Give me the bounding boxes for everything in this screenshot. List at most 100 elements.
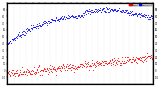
Point — [137, 13, 140, 14]
Point — [14, 36, 17, 37]
Point — [56, 68, 59, 69]
Point — [138, 17, 141, 18]
Point — [43, 68, 45, 69]
Point — [53, 20, 55, 21]
Point — [85, 65, 88, 66]
Point — [39, 25, 41, 26]
Point — [69, 68, 71, 69]
Point — [87, 11, 90, 12]
Point — [50, 19, 53, 20]
Point — [148, 55, 150, 56]
Point — [88, 13, 91, 14]
Point — [49, 21, 51, 22]
Point — [146, 18, 149, 20]
Point — [146, 56, 148, 57]
Point — [31, 24, 34, 26]
Point — [33, 26, 36, 27]
Point — [82, 65, 85, 67]
Point — [31, 73, 33, 75]
Point — [17, 35, 20, 37]
Point — [115, 10, 118, 12]
Point — [128, 59, 130, 60]
Point — [76, 65, 79, 67]
Point — [49, 68, 51, 70]
Point — [7, 42, 10, 43]
Point — [131, 56, 134, 57]
Point — [48, 20, 50, 22]
Point — [74, 67, 77, 68]
Point — [63, 67, 65, 68]
Point — [121, 62, 124, 63]
Point — [68, 64, 70, 66]
Point — [58, 67, 60, 68]
Point — [60, 18, 63, 19]
Point — [71, 14, 73, 16]
Point — [21, 33, 23, 34]
Point — [74, 17, 76, 18]
Point — [13, 38, 15, 39]
Point — [84, 60, 86, 61]
Point — [136, 15, 138, 16]
Point — [113, 58, 116, 59]
Point — [96, 64, 99, 66]
Point — [131, 13, 133, 15]
Point — [10, 69, 13, 71]
Point — [127, 59, 130, 60]
Point — [61, 66, 64, 67]
Point — [50, 71, 53, 72]
Point — [88, 65, 91, 66]
Point — [12, 39, 14, 40]
Point — [44, 22, 47, 23]
Point — [92, 10, 95, 11]
Point — [141, 15, 144, 17]
Point — [56, 19, 58, 21]
Point — [93, 63, 96, 65]
Point — [28, 72, 31, 74]
Point — [89, 65, 92, 66]
Point — [10, 38, 13, 40]
Point — [150, 54, 153, 55]
Point — [132, 61, 135, 62]
Point — [32, 67, 35, 68]
Point — [120, 57, 123, 58]
Point — [148, 57, 151, 59]
Point — [138, 13, 140, 14]
Point — [21, 33, 24, 35]
Point — [34, 26, 36, 28]
Point — [24, 32, 27, 33]
Point — [84, 9, 87, 11]
Point — [116, 10, 118, 11]
Point — [108, 7, 110, 9]
Point — [65, 66, 67, 68]
Point — [144, 58, 147, 59]
Point — [50, 68, 52, 70]
Point — [122, 11, 125, 12]
Point — [112, 61, 114, 63]
Point — [29, 73, 32, 75]
Point — [75, 17, 78, 18]
Point — [92, 69, 94, 71]
Point — [89, 64, 92, 65]
Point — [67, 17, 69, 18]
Point — [44, 70, 47, 72]
Point — [145, 14, 148, 15]
Point — [43, 67, 46, 68]
Point — [40, 25, 42, 27]
Point — [106, 63, 108, 64]
Point — [61, 15, 63, 17]
Point — [16, 38, 18, 39]
Point — [119, 12, 122, 13]
Point — [90, 62, 93, 64]
Point — [108, 63, 111, 64]
Point — [120, 9, 123, 11]
Point — [136, 58, 138, 59]
Point — [20, 66, 23, 67]
Point — [102, 61, 105, 63]
Point — [109, 9, 112, 11]
Point — [95, 8, 98, 10]
Point — [64, 17, 67, 18]
Point — [27, 71, 29, 73]
Point — [72, 16, 74, 18]
Point — [55, 71, 58, 72]
Point — [54, 68, 56, 70]
